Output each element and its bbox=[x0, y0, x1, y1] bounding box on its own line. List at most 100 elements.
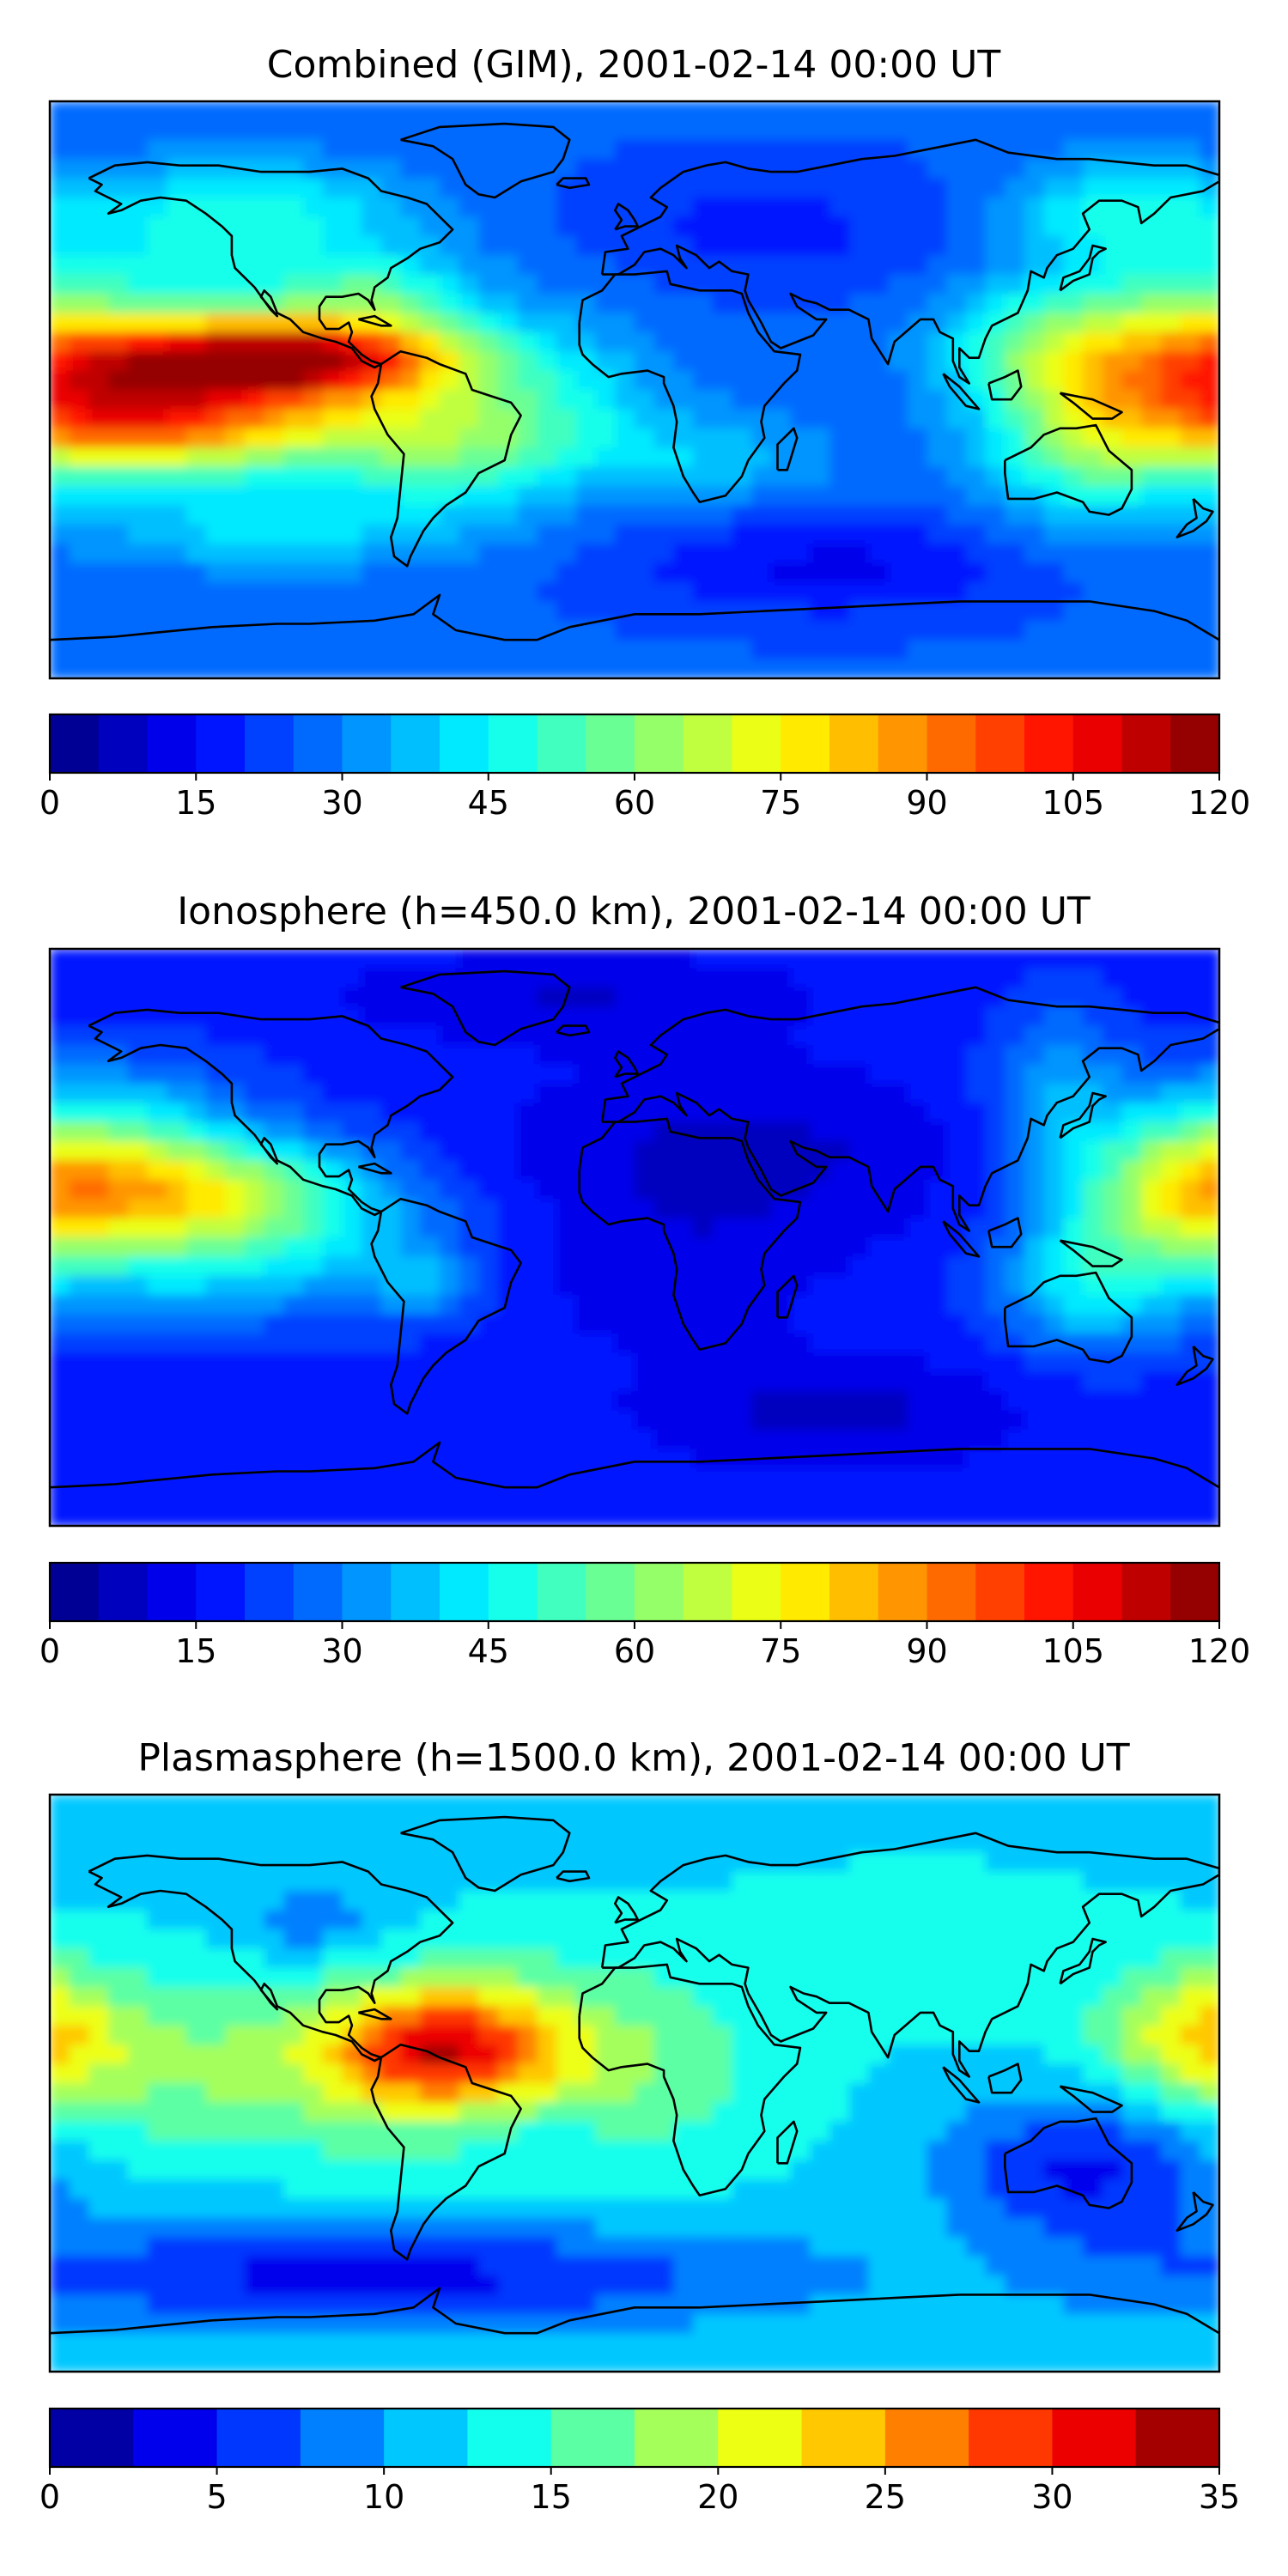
field-cell bbox=[361, 274, 382, 295]
field-cell bbox=[635, 2006, 655, 2026]
field-cell bbox=[303, 1025, 324, 1046]
field-cell bbox=[556, 428, 577, 449]
field-cell bbox=[147, 1045, 168, 1066]
field-cell bbox=[147, 1160, 168, 1181]
field-cell bbox=[380, 1795, 402, 1815]
field-cell bbox=[946, 601, 967, 622]
field-cell bbox=[245, 1948, 265, 1969]
field-cell bbox=[946, 197, 967, 218]
field-cell bbox=[361, 1871, 382, 1892]
field-cell bbox=[927, 313, 948, 333]
field-cell bbox=[556, 409, 577, 429]
field-cell bbox=[712, 1045, 733, 1066]
field-cell bbox=[400, 1237, 422, 1258]
field-cell bbox=[361, 1832, 382, 1854]
field-cell bbox=[400, 524, 422, 545]
field-cell bbox=[361, 2160, 382, 2180]
field-cell bbox=[1160, 313, 1182, 333]
field-cell bbox=[790, 1295, 811, 1315]
field-cell bbox=[1083, 1410, 1103, 1431]
field-cell bbox=[167, 120, 187, 141]
field-cell bbox=[264, 120, 285, 141]
field-cell bbox=[1005, 1430, 1025, 1450]
field-cell bbox=[1160, 1910, 1182, 1930]
field-cell bbox=[946, 2179, 967, 2200]
field-cell bbox=[556, 2044, 577, 2065]
field-cell bbox=[342, 1025, 363, 1046]
field-cell bbox=[1180, 949, 1201, 969]
field-cell bbox=[50, 370, 70, 391]
field-cell bbox=[205, 1929, 227, 1950]
field-cell bbox=[810, 987, 830, 1008]
field-cell bbox=[1005, 1891, 1025, 1911]
field-cell bbox=[556, 1179, 577, 1200]
field-cell bbox=[635, 159, 655, 179]
field-cell bbox=[185, 1910, 207, 1930]
field-cell bbox=[225, 1410, 246, 1431]
field-cell bbox=[205, 1064, 227, 1084]
field-cell bbox=[653, 949, 675, 969]
field-cell bbox=[264, 1256, 285, 1277]
field-cell bbox=[1102, 1852, 1123, 1873]
field-cell bbox=[556, 274, 577, 295]
field-cell bbox=[848, 601, 870, 622]
field-cell bbox=[575, 1199, 597, 1219]
field-cell bbox=[225, 1487, 246, 1508]
field-cell bbox=[185, 2006, 207, 2026]
field-cell bbox=[283, 1410, 305, 1431]
field-cell bbox=[342, 1467, 363, 1489]
field-cell bbox=[69, 2044, 90, 2065]
field-cell bbox=[108, 447, 129, 468]
field-cell bbox=[751, 987, 772, 1008]
field-cell bbox=[245, 159, 265, 179]
field-cell bbox=[907, 1314, 928, 1334]
field-cell bbox=[615, 2083, 635, 2104]
field-cell bbox=[790, 447, 811, 468]
field-cell bbox=[673, 1160, 695, 1181]
field-cell bbox=[420, 255, 440, 276]
field-cell bbox=[595, 1948, 617, 1969]
field-cell bbox=[440, 447, 460, 468]
field-cell bbox=[712, 2121, 733, 2142]
field-cell bbox=[478, 1832, 500, 1854]
colorbar-segment bbox=[196, 714, 246, 773]
field-cell bbox=[440, 1487, 460, 1508]
field-cell bbox=[1200, 1121, 1219, 1142]
field-cell bbox=[478, 1218, 500, 1238]
field-cell bbox=[245, 505, 265, 526]
field-cell bbox=[167, 2025, 187, 2046]
field-cell bbox=[1024, 2006, 1045, 2026]
field-cell bbox=[225, 2141, 246, 2161]
field-cell bbox=[303, 370, 324, 391]
field-cell bbox=[1141, 1006, 1162, 1027]
field-cell bbox=[185, 582, 207, 603]
field-cell bbox=[1063, 524, 1084, 545]
field-cell bbox=[517, 1256, 538, 1277]
field-cell bbox=[185, 2083, 207, 2104]
field-cell bbox=[127, 2025, 149, 2046]
field-cell bbox=[575, 1256, 597, 1277]
field-cell bbox=[1083, 2121, 1103, 2142]
field-cell bbox=[888, 178, 908, 198]
field-cell bbox=[595, 1891, 617, 1911]
field-cell bbox=[927, 1352, 948, 1373]
field-cell bbox=[673, 2044, 695, 2065]
field-cell bbox=[420, 2141, 440, 2161]
field-cell bbox=[946, 1487, 967, 1508]
field-cell bbox=[770, 1352, 792, 1373]
field-cell bbox=[1141, 620, 1162, 641]
field-cell bbox=[790, 1832, 811, 1854]
field-cell bbox=[380, 120, 402, 141]
field-cell bbox=[1063, 949, 1084, 969]
field-cell bbox=[264, 351, 285, 372]
field-cell bbox=[868, 1025, 890, 1046]
field-cell bbox=[185, 1275, 207, 1297]
field-cell bbox=[1043, 1487, 1065, 1508]
field-cell bbox=[88, 505, 110, 526]
field-cell bbox=[556, 1237, 577, 1258]
field-cell bbox=[537, 447, 558, 468]
field-cell bbox=[1200, 2102, 1219, 2123]
field-cell bbox=[732, 2025, 753, 2046]
field-cell bbox=[810, 505, 830, 526]
field-cell bbox=[303, 1371, 324, 1393]
